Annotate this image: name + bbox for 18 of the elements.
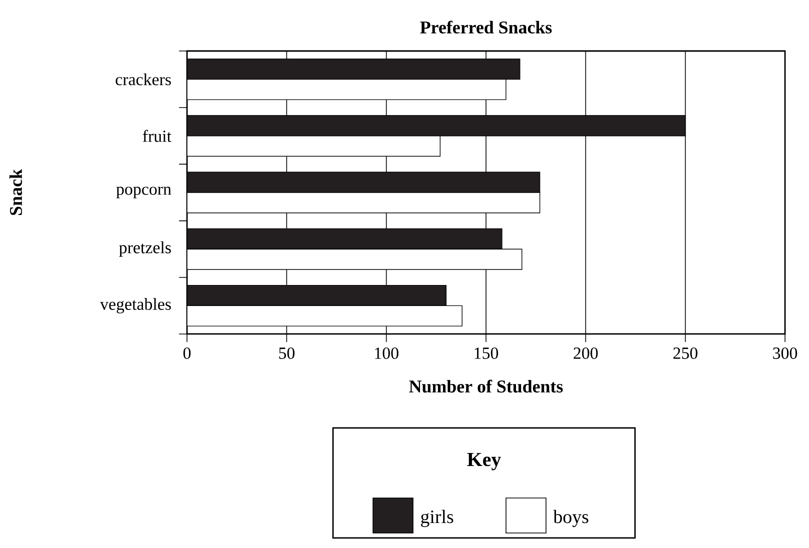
x-tick-label: 200 [574, 348, 598, 359]
x-tick-label: 300 [773, 348, 798, 359]
x-tick-label: 150 [474, 348, 498, 359]
y-tick-label: fruit [142, 130, 172, 142]
y-tick-label: crackers [116, 73, 171, 86]
x-tick-label: 50 [279, 348, 294, 359]
x-tick-label: 0 [183, 348, 191, 359]
y-tick-label: vegetables [100, 298, 171, 314]
legend-label: girls [421, 510, 454, 528]
chart-title: Preferred Snacks [420, 20, 552, 34]
x-axis-title: Number of Students [409, 380, 563, 393]
y-tick-label: popcorn [116, 186, 172, 198]
x-tick-label: 250 [673, 348, 698, 359]
x-tick-label: 100 [375, 348, 398, 359]
y-tick-label: pretzels [119, 241, 171, 257]
y-axis-title: Snack [9, 169, 22, 215]
legend-label: boys [553, 510, 588, 528]
legend-title: Key [467, 452, 501, 470]
